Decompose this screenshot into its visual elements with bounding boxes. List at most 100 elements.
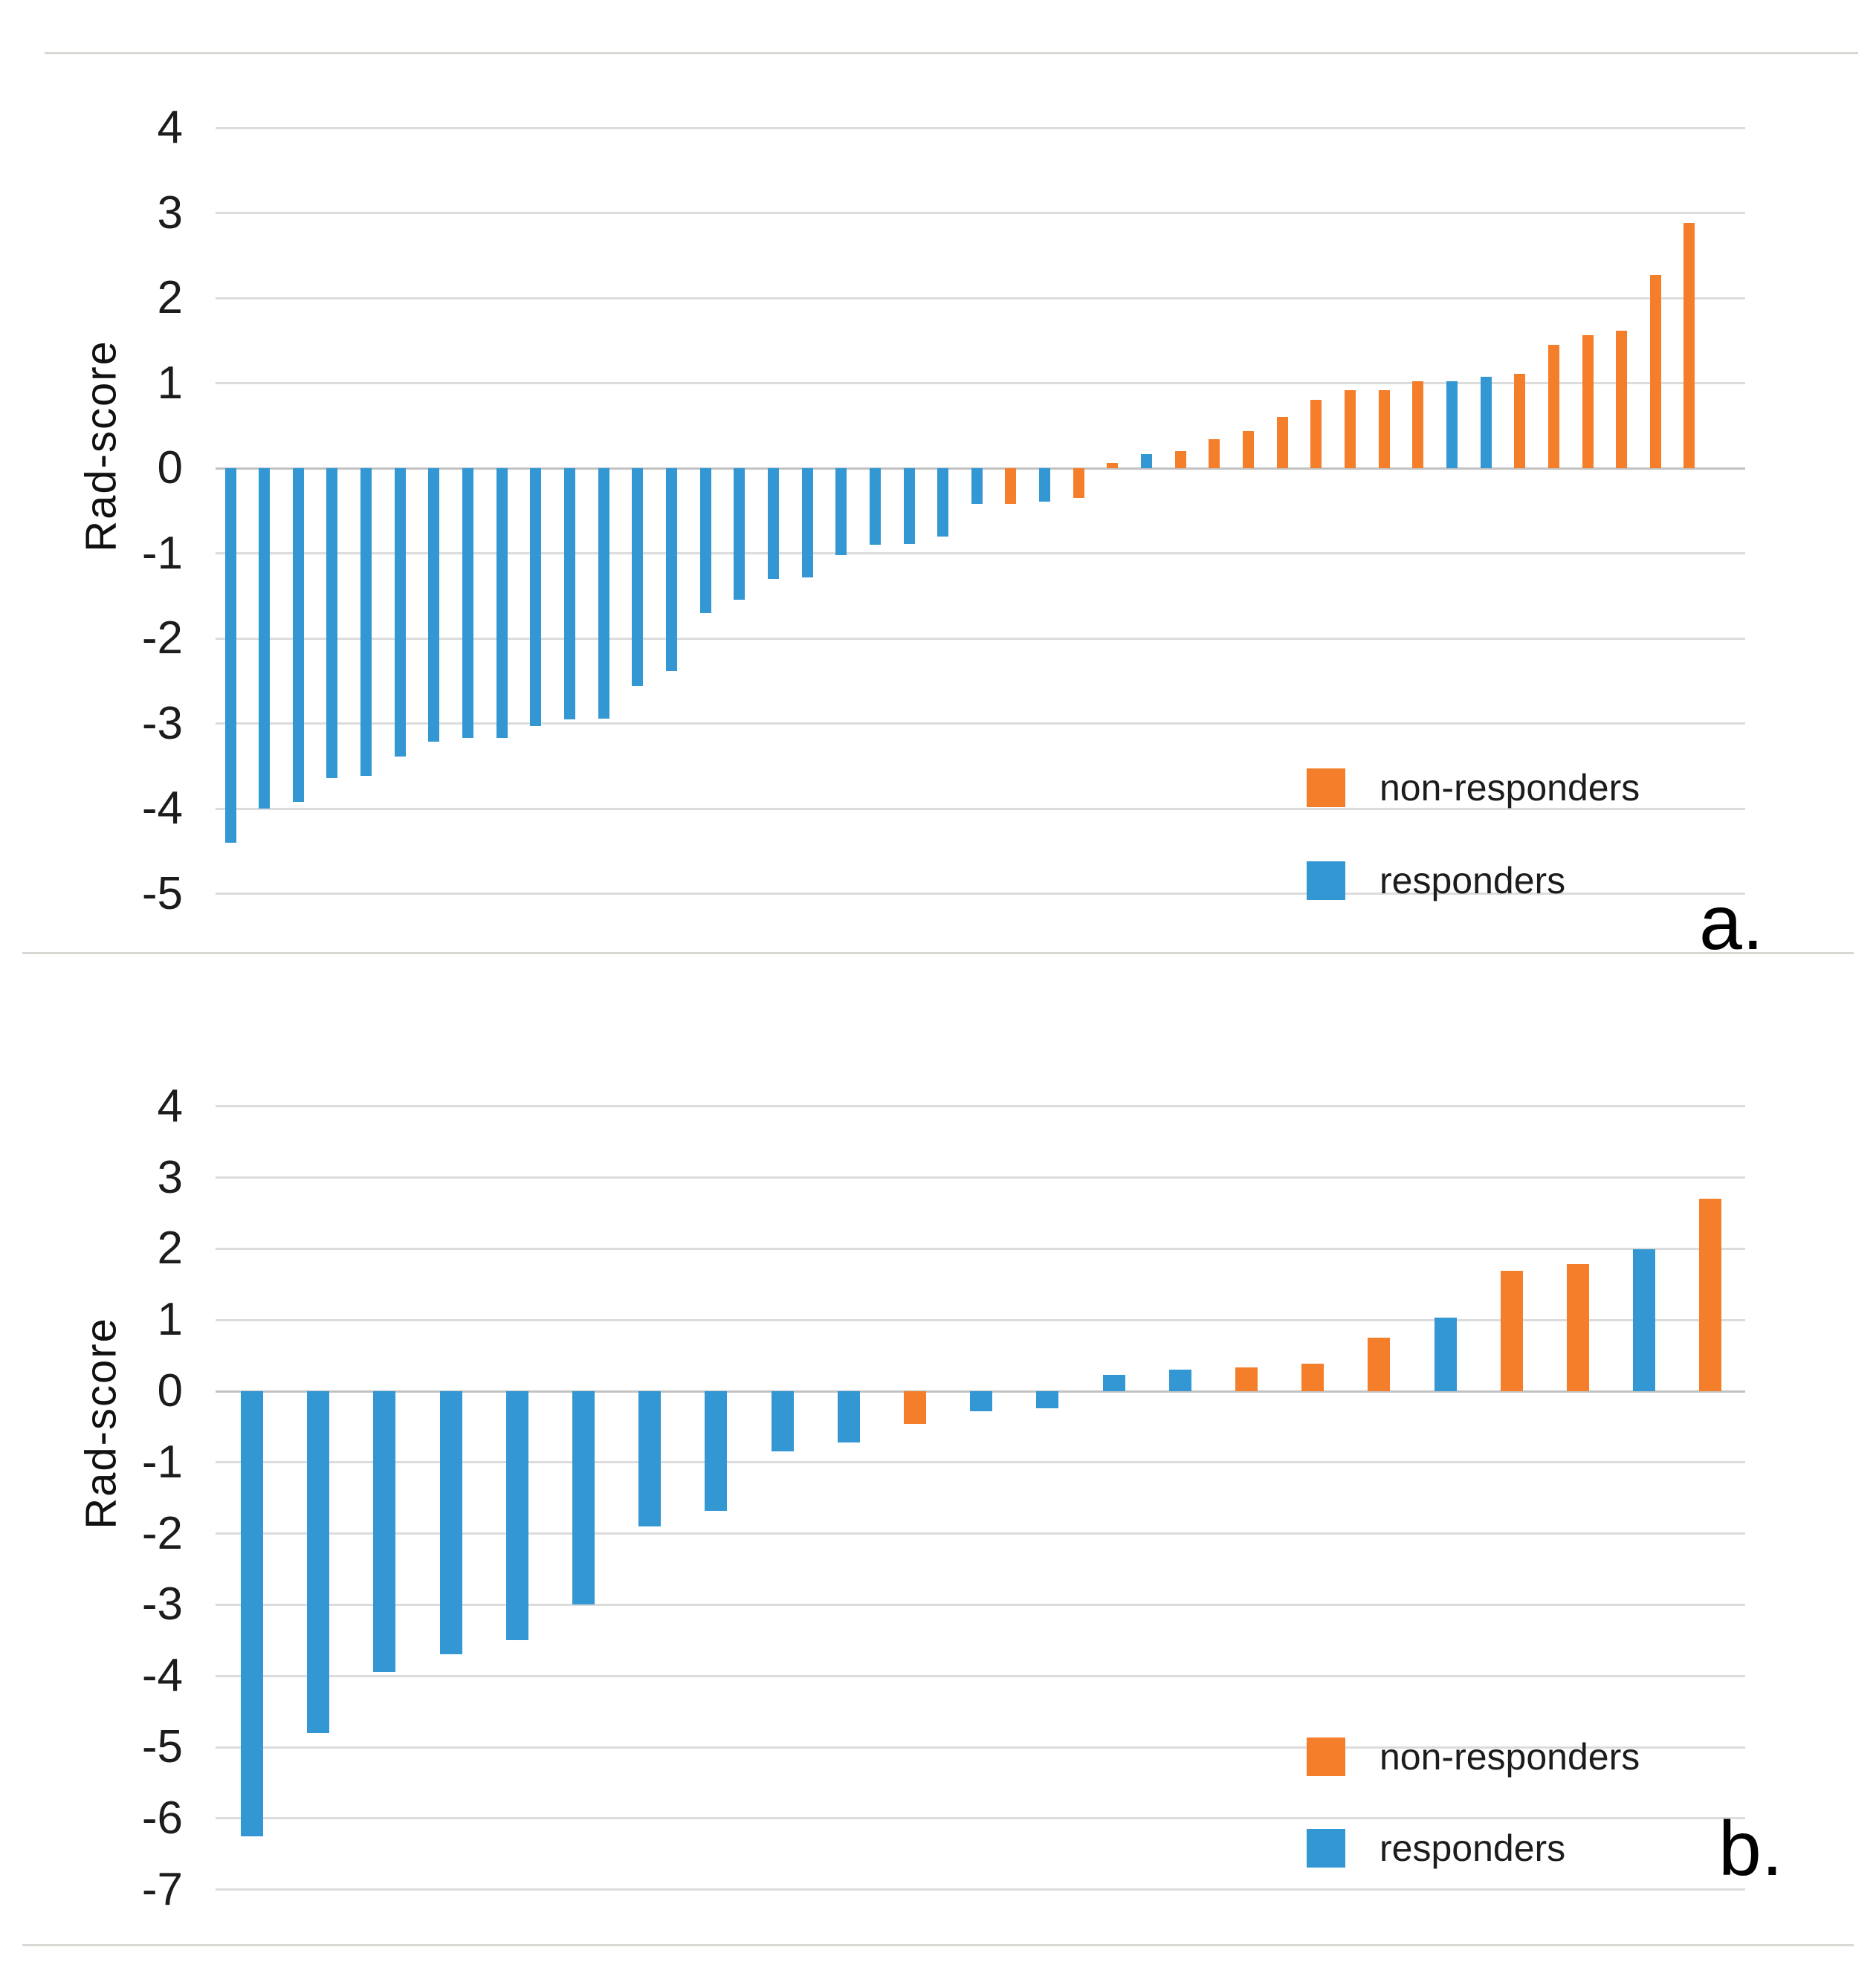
bar-non-responder <box>1683 223 1695 468</box>
gridline <box>216 1176 1745 1179</box>
y-tick-label: 3 <box>157 187 183 239</box>
legend-swatch-responders <box>1307 1829 1345 1868</box>
bar-responder <box>439 1391 462 1655</box>
gridline <box>216 1247 1745 1250</box>
bar-responder <box>241 1391 263 1836</box>
gridline <box>216 807 1745 810</box>
y-tick-label: 0 <box>157 442 183 493</box>
gridline <box>216 1105 1745 1108</box>
y-tick-label: -1 <box>141 1436 183 1488</box>
bar-non-responder <box>1209 439 1220 468</box>
bar-non-responder <box>1107 463 1119 468</box>
y-tick-label: 1 <box>157 357 183 409</box>
bar-responder <box>632 468 644 687</box>
y-tick-label: -6 <box>141 1792 183 1844</box>
bar-non-responder <box>1378 389 1390 468</box>
bar-responder <box>462 468 474 738</box>
bar-responder <box>1036 1391 1059 1408</box>
bar-responder <box>1168 1370 1191 1391</box>
legend-label-non-responders: non-responders <box>1379 1736 1640 1778</box>
y-tick-label: 3 <box>157 1151 183 1203</box>
y-tick-label: 2 <box>157 1222 183 1275</box>
bar-non-responder <box>904 1391 926 1425</box>
y-tick-label: 4 <box>157 1080 183 1132</box>
bottom-divider <box>22 1944 1854 1946</box>
y-tick-label: -7 <box>141 1863 183 1915</box>
bar-non-responder <box>1276 417 1288 468</box>
bar-responder <box>505 1391 528 1641</box>
bar-non-responder <box>1582 335 1594 468</box>
y-tick-label: -3 <box>141 1578 183 1630</box>
gridline <box>216 1674 1745 1677</box>
gridline <box>216 1817 1745 1820</box>
y-tick-label: -5 <box>141 867 183 919</box>
legend-swatch-non-responders <box>1307 1738 1345 1776</box>
panel-label-b: b. <box>1718 1806 1783 1892</box>
bar-responder <box>1480 377 1492 468</box>
gridline <box>216 1746 1745 1749</box>
legend-label-responders: responders <box>1379 860 1566 901</box>
bar-responder <box>1039 468 1051 502</box>
bar-responder <box>705 1391 728 1511</box>
bar-responder <box>373 1391 396 1673</box>
bar-responder <box>564 468 575 719</box>
bar-responder <box>572 1391 595 1605</box>
bar-responder <box>224 468 236 843</box>
bar-responder <box>360 468 372 777</box>
bar-responder <box>937 468 949 537</box>
bar-responder <box>530 468 542 726</box>
bar-non-responder <box>1174 451 1186 468</box>
bar-responder <box>971 468 983 505</box>
bar-responder <box>1633 1249 1656 1391</box>
y-tick-label: 2 <box>157 272 183 323</box>
bar-responder <box>1102 1374 1125 1391</box>
bar-non-responder <box>1616 330 1628 468</box>
y-tick-label: -4 <box>141 1650 183 1702</box>
legend-swatch-non-responders <box>1307 768 1345 807</box>
gridline <box>216 722 1745 725</box>
bar-non-responder <box>1368 1338 1391 1391</box>
y-tick-label: 1 <box>157 1294 183 1346</box>
bar-responder <box>1434 1318 1457 1391</box>
bar-responder <box>326 468 338 778</box>
gridline <box>216 382 1745 384</box>
bar-responder <box>801 468 813 577</box>
y-tick-label: -3 <box>141 697 183 749</box>
bar-non-responder <box>1235 1367 1258 1391</box>
gridline <box>216 126 1745 129</box>
gridline <box>216 212 1745 214</box>
bar-non-responder <box>1649 275 1661 468</box>
y-tick-label: 0 <box>157 1365 183 1416</box>
gridline <box>216 1318 1745 1321</box>
bar-non-responder <box>1500 1271 1523 1391</box>
bar-non-responder <box>1301 1363 1324 1391</box>
bar-non-responder <box>1073 468 1084 499</box>
legend-swatch-responders <box>1307 861 1345 900</box>
gridline <box>216 1532 1745 1535</box>
bar-non-responder <box>1699 1199 1722 1391</box>
bar-responder <box>496 468 508 738</box>
bar-non-responder <box>1547 344 1559 468</box>
bar-responder <box>638 1391 662 1527</box>
bar-non-responder <box>1514 373 1526 468</box>
bar-responder <box>835 468 847 555</box>
gridline <box>216 637 1745 640</box>
y-tick-label: -1 <box>141 527 183 579</box>
bar-non-responder <box>1412 381 1424 468</box>
gridline <box>216 1888 1745 1891</box>
bar-responder <box>869 468 881 545</box>
bar-non-responder <box>1567 1264 1589 1391</box>
gridline <box>216 552 1745 554</box>
bar-responder <box>734 468 745 600</box>
y-tick-label: 4 <box>157 102 183 153</box>
gridline <box>216 1461 1745 1464</box>
bar-responder <box>428 468 440 742</box>
legend-label-non-responders: non-responders <box>1379 767 1640 809</box>
bar-responder <box>970 1391 993 1411</box>
y-tick-label: -4 <box>141 783 183 834</box>
bar-responder <box>598 468 609 719</box>
y-tick-label: -2 <box>141 612 183 664</box>
middle-divider <box>22 952 1854 954</box>
panel-label-a: a. <box>1699 880 1764 966</box>
